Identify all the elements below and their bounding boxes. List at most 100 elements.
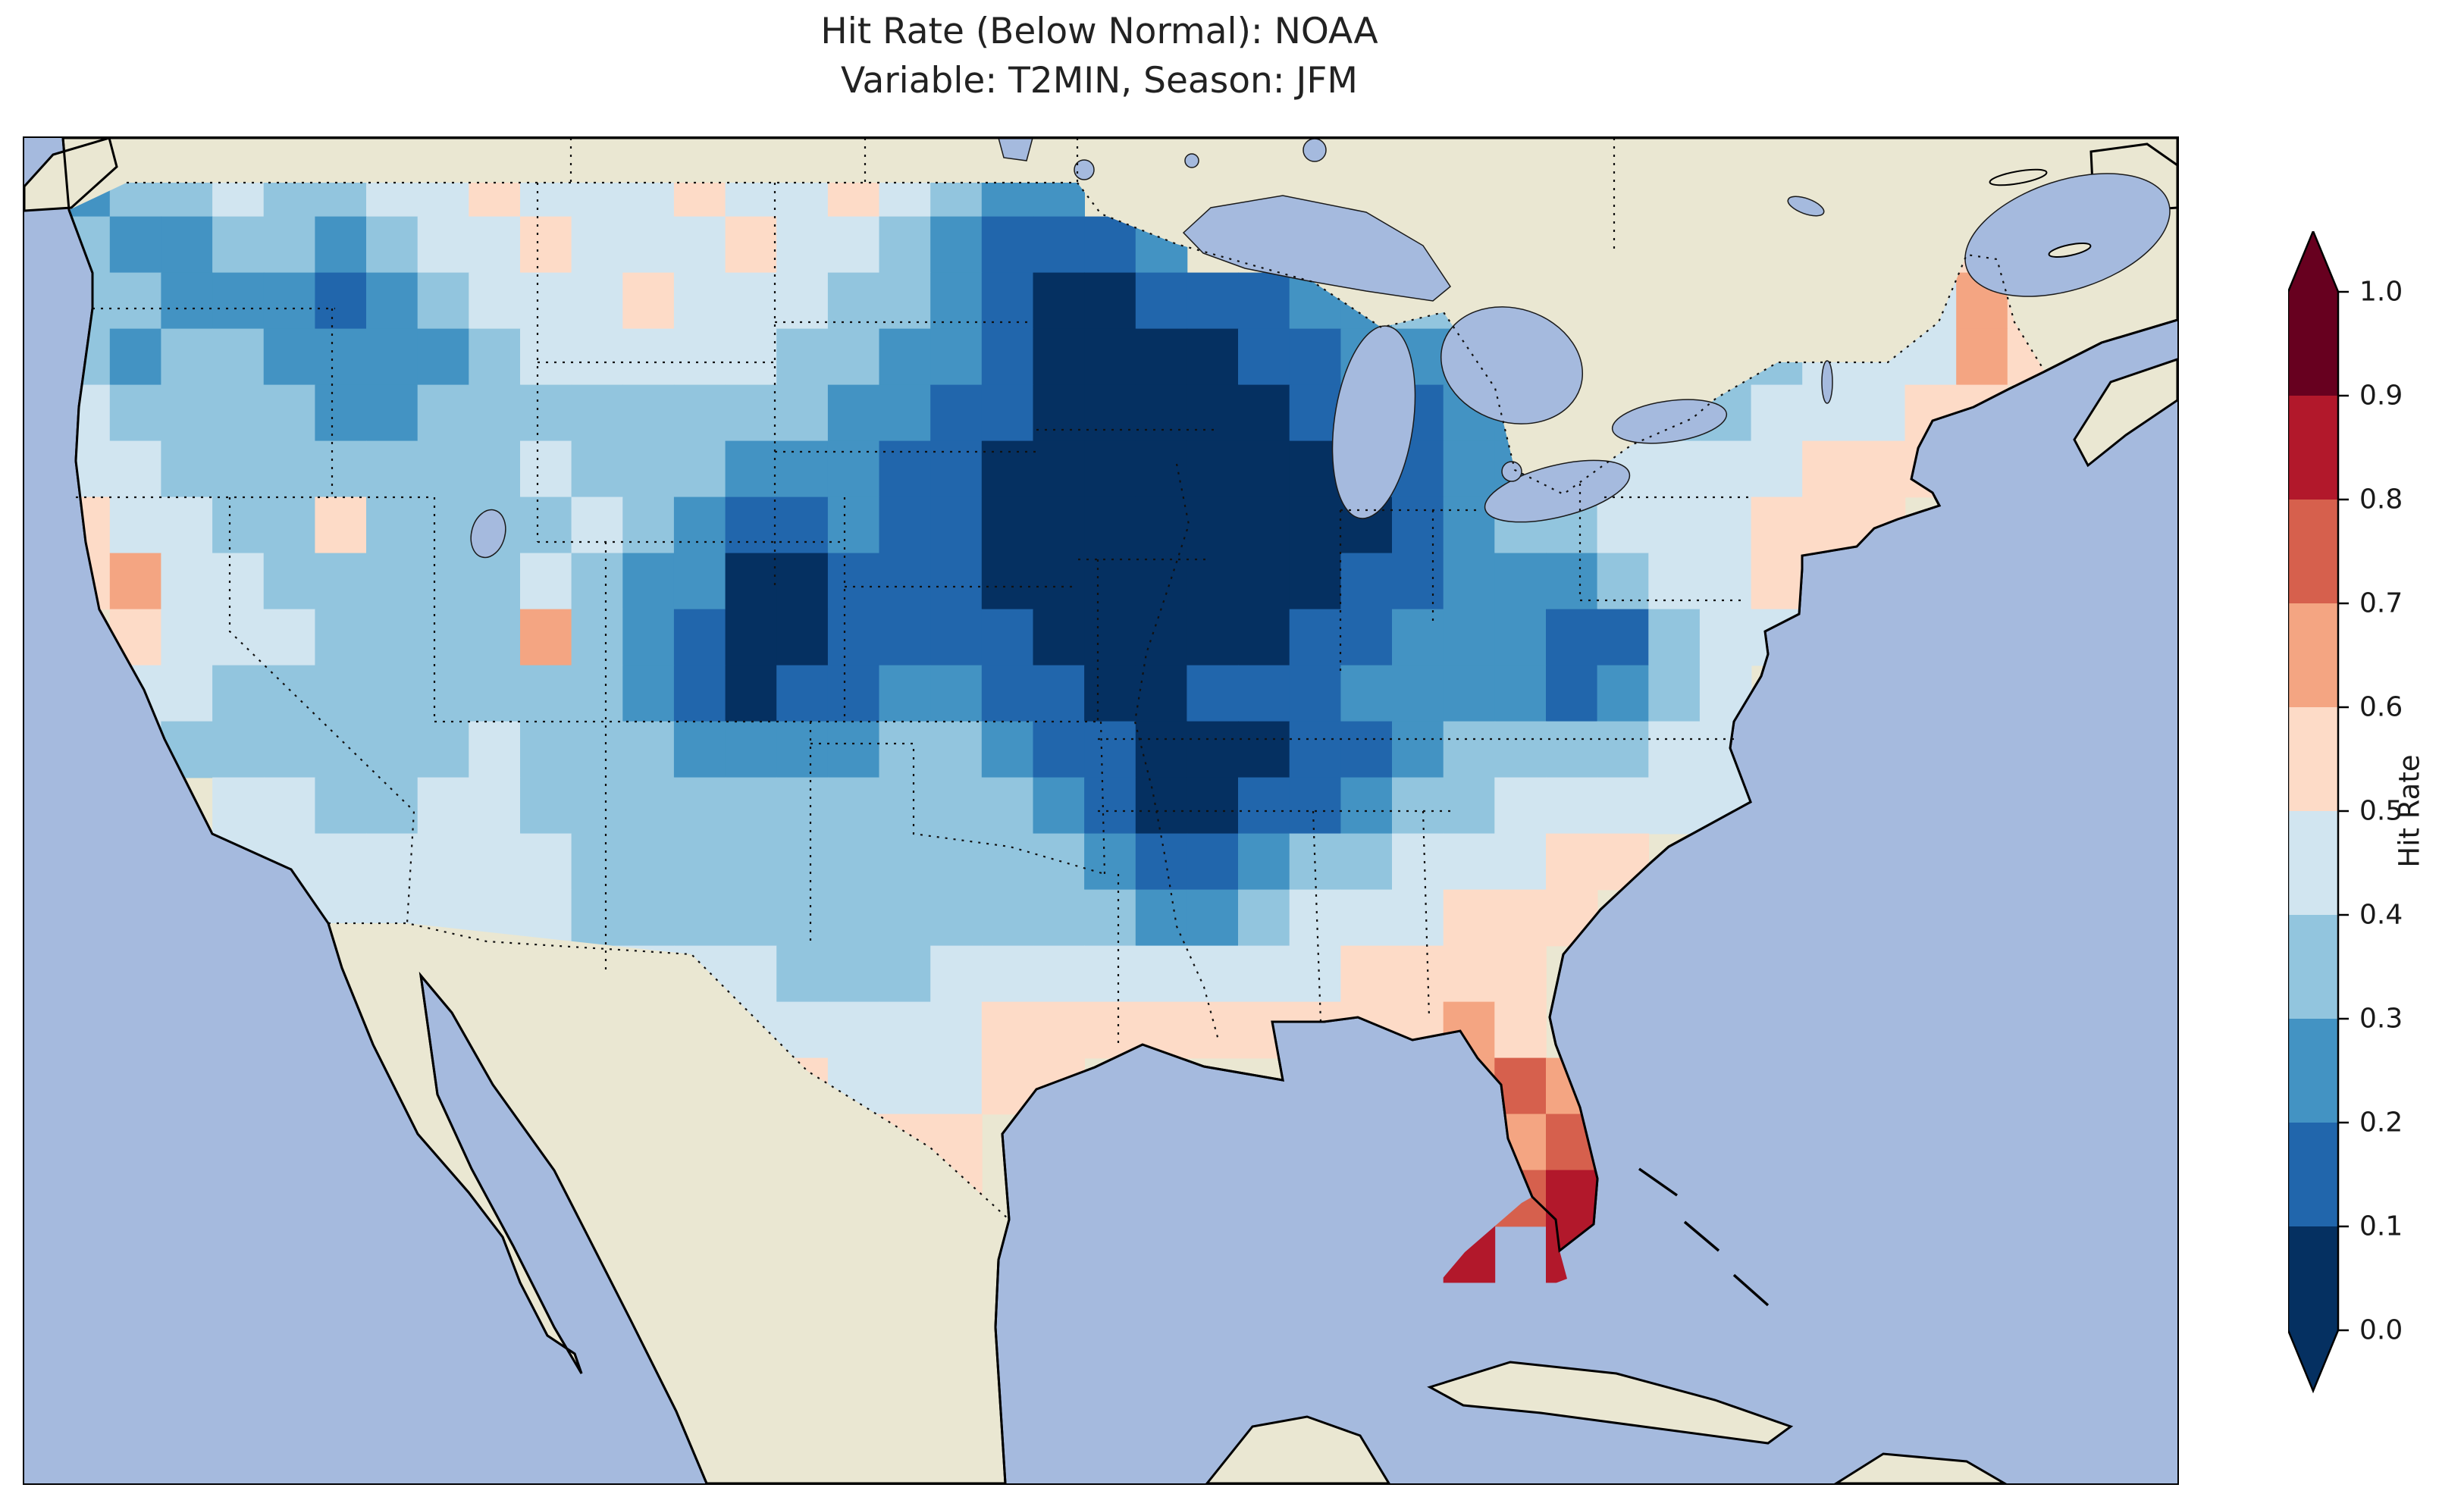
colorbar-segment: [2288, 915, 2338, 1019]
hit-rate-cell: [1546, 777, 1598, 835]
hit-rate-cell: [1751, 553, 1804, 610]
colorbar-segment: [2288, 811, 2338, 916]
hit-rate-cell: [1238, 889, 1290, 947]
hit-rate-cell: [622, 889, 675, 947]
hit-rate-cell: [366, 272, 419, 330]
hit-rate-cell: [469, 777, 521, 835]
hit-rate-cell: [417, 665, 470, 722]
hit-rate-cell: [1084, 833, 1136, 891]
hit-rate-cell: [930, 945, 983, 1003]
hit-rate-cell: [776, 183, 829, 218]
hit-rate-cell: [315, 328, 367, 386]
hit-rate-cell: [1597, 553, 1650, 610]
map-panel: [23, 136, 2179, 1485]
hit-rate-cell: [571, 216, 624, 274]
hit-rate-cell: [520, 609, 572, 666]
hit-rate-cell: [930, 889, 983, 947]
hit-rate-cell: [469, 328, 521, 386]
hit-rate-cell: [1289, 945, 1342, 1003]
hit-rate-cell: [469, 721, 521, 778]
hit-rate-cell: [263, 272, 316, 330]
hit-rate-cell: [212, 384, 265, 442]
hit-rate-cell: [879, 609, 931, 666]
hit-rate-cell: [673, 440, 726, 498]
hit-rate-cell: [673, 609, 726, 666]
hit-rate-cell: [1084, 384, 1136, 442]
hit-rate-cell: [1392, 721, 1444, 778]
hit-rate-cell: [520, 183, 572, 218]
hit-rate-cell: [776, 889, 829, 947]
hit-rate-cell: [263, 328, 316, 386]
hit-rate-cell: [571, 777, 624, 835]
hit-rate-cell: [1135, 665, 1188, 722]
hit-rate-cell: [827, 183, 880, 218]
bahamas-islands: [1638, 1167, 1770, 1307]
hit-rate-cell: [981, 1001, 1034, 1059]
hit-rate-cell: [571, 721, 624, 778]
hit-rate-cell: [520, 665, 572, 722]
hit-rate-cell: [1289, 328, 1342, 386]
hit-rate-cell: [1597, 609, 1650, 666]
hit-rate-cell: [571, 272, 624, 330]
hit-rate-cell: [981, 216, 1034, 274]
hit-rate-cell: [673, 183, 726, 218]
hit-rate-cell: [1084, 609, 1136, 666]
hit-rate-cell: [1597, 496, 1650, 554]
hit-rate-cell: [1392, 496, 1444, 554]
hit-rate-cell: [1546, 553, 1598, 610]
hit-rate-cell: [1340, 609, 1393, 666]
colorbar-tick-label: 0.5: [2359, 795, 2403, 827]
hit-rate-cell: [879, 384, 931, 442]
hit-rate-cell: [1084, 272, 1136, 330]
hit-rate-cell: [1802, 496, 1854, 554]
hit-rate-cell: [366, 777, 419, 835]
hit-rate-cell: [1648, 609, 1701, 666]
hit-rate-cell: [417, 721, 470, 778]
hit-rate-cell: [571, 833, 624, 891]
atlantic-islands: [1638, 168, 2092, 1307]
hit-rate-cell: [930, 609, 983, 666]
hit-rate-cell: [109, 553, 162, 610]
hit-rate-cell: [1494, 721, 1547, 778]
hit-rate-cell: [520, 384, 572, 442]
hit-rate-cell: [109, 272, 162, 330]
hit-rate-cell: [520, 721, 572, 778]
hit-rate-cell: [981, 721, 1034, 778]
hit-rate-cell: [1494, 665, 1547, 722]
hit-rate-cell: [469, 440, 521, 498]
hit-rate-cell: [879, 328, 931, 386]
hit-rate-cell: [981, 328, 1034, 386]
hit-rate-cell: [1392, 609, 1444, 666]
hit-rate-cell: [109, 328, 162, 386]
hit-rate-cell: [622, 833, 675, 891]
hit-rate-cell: [1751, 384, 1804, 442]
border-line: [810, 742, 1105, 875]
colorbar-segment: [2288, 1226, 2338, 1331]
hit-rate-cell: [725, 440, 778, 498]
quebec-lake: [1787, 196, 1825, 217]
hit-rate-cell: [1187, 721, 1239, 778]
hit-rate-cell: [520, 833, 572, 891]
hit-rate-cell: [879, 216, 931, 274]
hit-rate-cell: [1084, 889, 1136, 947]
hit-rate-cell: [622, 496, 675, 554]
hit-rate-cell: [1238, 384, 1290, 442]
colorbar-segment: [2288, 396, 2338, 500]
hit-rate-cell: [1187, 1001, 1239, 1059]
hit-rate-cell: [212, 216, 265, 274]
prince-edward-island: [2048, 243, 2092, 258]
hit-rate-cell: [212, 665, 265, 722]
hit-rate-cell: [1135, 609, 1188, 666]
colorbar-tick-label: 0.6: [2359, 691, 2403, 723]
hit-rate-cell: [1443, 440, 1496, 498]
hit-rate-cell: [1033, 328, 1085, 386]
hit-rate-cell: [1084, 553, 1136, 610]
lake-superior: [1182, 195, 1451, 302]
hit-rate-cell: [930, 384, 983, 442]
hit-rate-cell: [827, 833, 880, 891]
hit-rate-cell: [725, 721, 778, 778]
hit-rate-cell: [1238, 833, 1290, 891]
hit-rate-cell: [776, 609, 829, 666]
hit-rate-cell: [469, 665, 521, 722]
hit-rate-cell: [571, 183, 624, 218]
